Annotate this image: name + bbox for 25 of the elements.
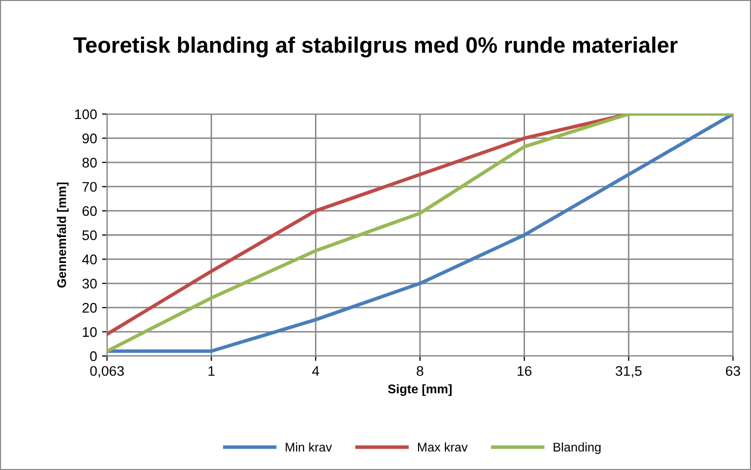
x-tick-label: 0,063 (90, 366, 124, 378)
x-axis-title: Sigte [mm] (388, 384, 452, 396)
y-tick-label: 90 (82, 134, 97, 144)
y-tick-label: 20 (82, 302, 97, 313)
x-tick-label: 8 (416, 366, 424, 376)
y-tick-label: 70 (82, 182, 97, 192)
legend-label: Blanding (554, 442, 601, 454)
y-axis-title: Gennemfald [mm] (56, 182, 69, 288)
y-tick-label: 60 (82, 206, 97, 216)
y-tick-label: 10 (82, 327, 97, 337)
chart-title: Teoretisk blanding af stabilgrus med 0% runde materialer (73, 36, 678, 58)
line-series (107, 114, 733, 353)
y-tick-label: 30 (82, 278, 97, 289)
legend-label: Max krav (418, 442, 468, 452)
x-tick-label: 63 (726, 366, 740, 376)
x-tick-label: 1 (208, 366, 215, 376)
x-tick-label: 31,5 (616, 366, 642, 378)
y-tick-label: 50 (82, 230, 97, 240)
x-tick-label: 16 (518, 366, 532, 376)
legend-label: Min krav (286, 442, 332, 452)
y-tick-label: 0 (90, 351, 97, 362)
y-tick-label: 80 (82, 158, 97, 168)
y-tick-label: 40 (82, 254, 97, 264)
x-tick-label: 4 (312, 366, 320, 376)
y-tick-label: 100 (75, 109, 97, 120)
